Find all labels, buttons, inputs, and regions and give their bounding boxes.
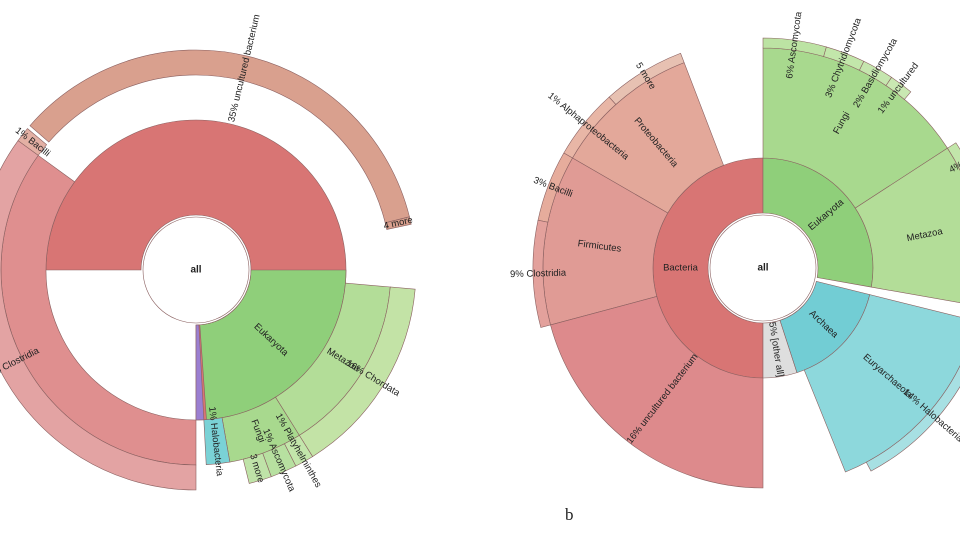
segment-label: Bacteria — [663, 263, 699, 274]
center-hole — [709, 214, 817, 322]
center-label: all — [757, 263, 768, 274]
sunburst-segment[interactable] — [550, 296, 764, 489]
sunburst-segment[interactable] — [865, 343, 960, 472]
sunburst-segment[interactable] — [608, 52, 685, 105]
segment-label: 9% Clostridia — [510, 268, 567, 280]
sunburst-segment[interactable] — [17, 128, 48, 156]
sunburst-segment[interactable] — [284, 434, 313, 467]
sunburst-segment[interactable] — [854, 147, 960, 306]
sunburst-segment[interactable] — [384, 216, 412, 230]
sunburst-segment[interactable] — [0, 140, 197, 491]
sunburst-segment[interactable] — [532, 219, 551, 328]
sunburst-segment[interactable] — [563, 96, 617, 159]
sunburst-segment[interactable] — [885, 76, 912, 100]
center-hole — [142, 216, 250, 324]
sunburst-segment[interactable] — [947, 142, 960, 186]
sunburst-segment[interactable] — [537, 152, 573, 223]
sunburst-segment[interactable] — [762, 319, 798, 379]
sunburst-segment[interactable] — [242, 452, 272, 484]
center-label: all — [190, 265, 201, 276]
sunburst-segment[interactable] — [195, 324, 205, 421]
panel-letter: b — [565, 505, 574, 524]
